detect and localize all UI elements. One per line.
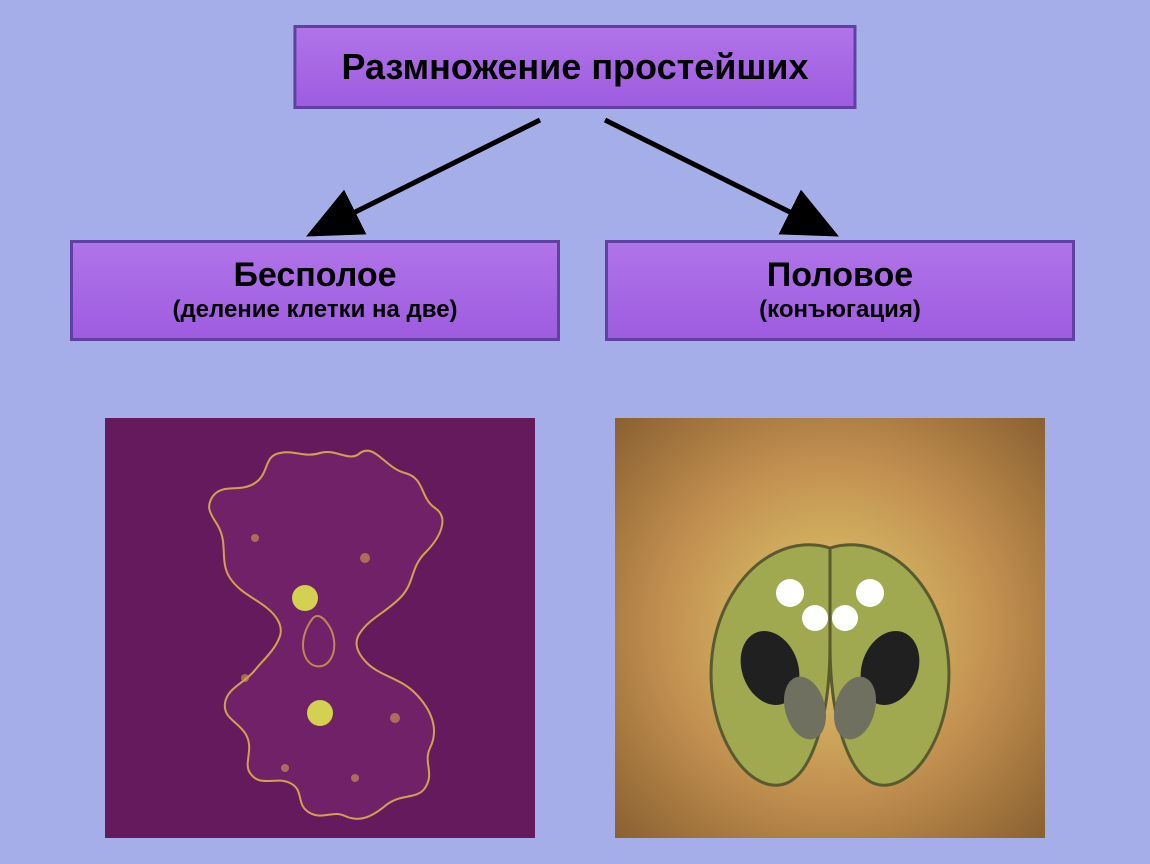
asexual-box: Бесполое (деление клетки на две) (70, 240, 560, 341)
amoeba-dividing-icon (105, 418, 535, 838)
title-box: Размножение простейших (293, 25, 856, 109)
asexual-subtitle: Бесполое (93, 257, 537, 294)
sexual-box: Половое (конъюгация) (605, 240, 1075, 341)
asexual-illustration (105, 418, 535, 838)
sexual-illustration (615, 418, 1045, 838)
main-title: Размножение простейших (341, 46, 808, 88)
asexual-caption: (деление клетки на две) (93, 296, 537, 324)
branching-arrows (0, 110, 1150, 260)
sexual-subtitle: Половое (628, 257, 1052, 294)
sexual-caption: (конъюгация) (628, 296, 1052, 324)
conjugation-cells-icon (615, 418, 1045, 838)
